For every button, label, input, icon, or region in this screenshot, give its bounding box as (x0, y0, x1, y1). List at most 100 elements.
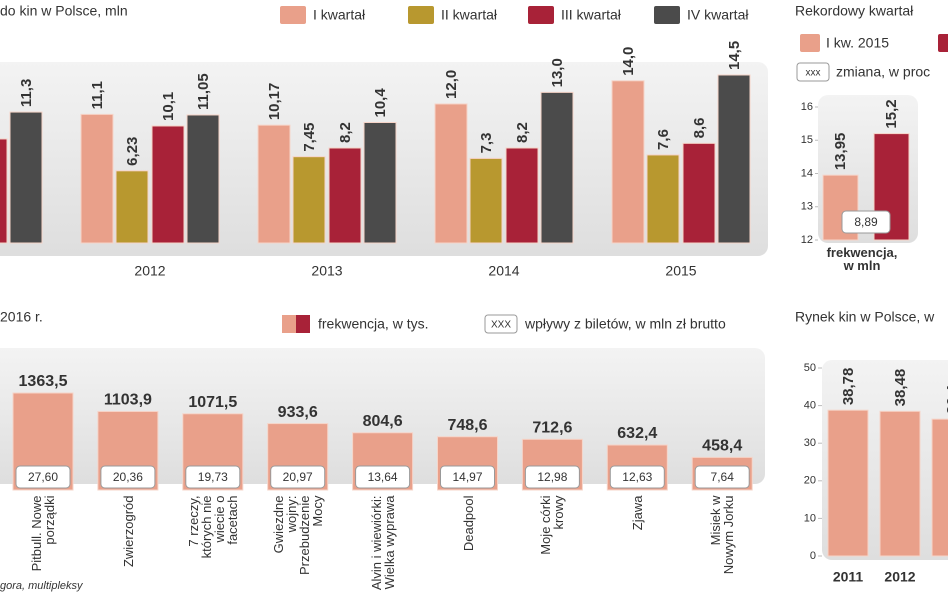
chart-title: 2016 r. (0, 309, 43, 325)
value-label: 15,2 (883, 99, 900, 128)
value-box (185, 465, 241, 489)
bar (611, 80, 645, 244)
value-box-label: 14,97 (452, 470, 482, 484)
chart-title: Rekordowy kwartał (795, 3, 914, 19)
value-label: 11,3 (18, 79, 35, 107)
x-tick-label: Moje córki krowy (538, 495, 567, 555)
value-box (609, 465, 665, 489)
value-box-label: 12,63 (622, 470, 652, 484)
bar (646, 154, 680, 244)
value-box (15, 465, 71, 489)
bar (115, 170, 149, 244)
x-tick-label: 2011 (833, 569, 864, 585)
bar (540, 91, 574, 244)
value-box-label: 20,36 (113, 470, 143, 484)
value-box-label: 20,97 (283, 470, 313, 484)
value-label: 12,0 (443, 70, 460, 99)
value-label: 632,4 (617, 425, 657, 442)
legend-label: I kwartał (313, 7, 366, 23)
legend-label: wpływy z biletów, w mln zł brutto (524, 316, 726, 332)
bar (469, 157, 503, 244)
bar (363, 122, 397, 244)
value-box (270, 465, 326, 489)
value-label: 748,6 (447, 417, 487, 434)
value-label: 933,6 (278, 404, 318, 421)
value-label: 1071,5 (188, 394, 237, 411)
value-label: 14,5 (726, 41, 743, 70)
x-tick-label: Alvin i wiewiórki: Wielka wyprawa (368, 495, 397, 591)
bar (827, 409, 869, 557)
value-label: 1103,9 (104, 392, 152, 409)
x-tick-label: 2013 (311, 263, 342, 279)
bar (292, 156, 326, 244)
value-label: 38,78 (840, 368, 857, 406)
source: gora, multipleksy (0, 580, 84, 592)
value-label: 11,1 (89, 81, 106, 109)
legend-box (796, 62, 830, 82)
legend-swatch (282, 315, 296, 333)
value-box (100, 465, 156, 489)
value-box (841, 210, 891, 234)
legend-label: II kwartał (441, 7, 498, 23)
bar (682, 142, 716, 244)
bar (80, 113, 114, 244)
x-tick-label: 7 rzeczy, których nie wiecie o facetach (185, 495, 240, 559)
bar (931, 418, 948, 557)
value-label: 8,6 (691, 117, 708, 138)
x-tick-label: frekwencja, w mln (826, 245, 898, 273)
value-box-label: 7,64 (711, 470, 735, 484)
x-tick-label: Gwiezdne wojny: Przebudzenie Mocy (270, 495, 325, 576)
value-label: 7,45 (301, 122, 318, 151)
value-label: 6,23 (124, 137, 141, 166)
y-tick-label: 12 (801, 234, 813, 246)
value-label: 7,3 (478, 133, 495, 154)
legend-box-symbol: xxx (806, 68, 821, 79)
y-tick-label: 14 (801, 167, 813, 179)
value-label: 11,05 (195, 73, 212, 110)
x-tick-label: Zjawa (629, 495, 645, 531)
value-label: 8,2 (337, 122, 354, 143)
value-box (440, 465, 495, 489)
x-tick-label: Misiek w Nowym Jorku (708, 495, 737, 575)
chart-title: do kin w Polsce, mln (0, 3, 128, 19)
y-tick-label: 13 (801, 201, 813, 213)
y-tick-label: 40 (804, 400, 816, 412)
legend-label: zmiana, w proc (836, 64, 930, 80)
legend-swatch (800, 34, 820, 52)
legend-label: IV kwartał (687, 7, 749, 23)
value-label: 712,6 (532, 420, 572, 437)
bar (186, 114, 220, 244)
bar (434, 103, 468, 244)
bar (0, 138, 8, 244)
value-label: 14,0 (620, 47, 637, 76)
value-box-label: 19,73 (198, 470, 228, 484)
x-tick-label: Pitbull. Nowe porządki (29, 495, 57, 572)
value-box-label: 12,98 (537, 470, 567, 484)
value-label: 13,0 (549, 58, 566, 87)
value-box-label: 27,60 (28, 470, 58, 484)
y-tick-label: 50 (804, 362, 816, 374)
x-tick-label: Deadpool (460, 495, 475, 552)
value-label: 38,48 (892, 369, 909, 407)
bar (257, 124, 291, 244)
y-tick-label: 20 (804, 475, 816, 487)
x-tick-label: Zwierzogród (120, 495, 136, 568)
value-box (694, 465, 750, 489)
value-box (355, 465, 411, 489)
value-label: 804,6 (363, 413, 403, 430)
legend-swatch (280, 6, 306, 24)
legend-swatch (528, 6, 554, 24)
legend-swatch (408, 6, 434, 24)
value-label: 10,17 (266, 83, 283, 121)
y-tick-label: 30 (804, 437, 816, 449)
y-tick-label: 10 (804, 512, 816, 524)
bar (505, 147, 539, 244)
bar (151, 125, 185, 244)
value-box (524, 465, 580, 489)
y-tick-label: 15 (801, 134, 813, 146)
value-label: 10,4 (372, 88, 389, 118)
value-box-label: 8,89 (854, 215, 878, 229)
x-tick-label: 2012 (884, 569, 915, 585)
value-label: 7,6 (655, 129, 672, 150)
